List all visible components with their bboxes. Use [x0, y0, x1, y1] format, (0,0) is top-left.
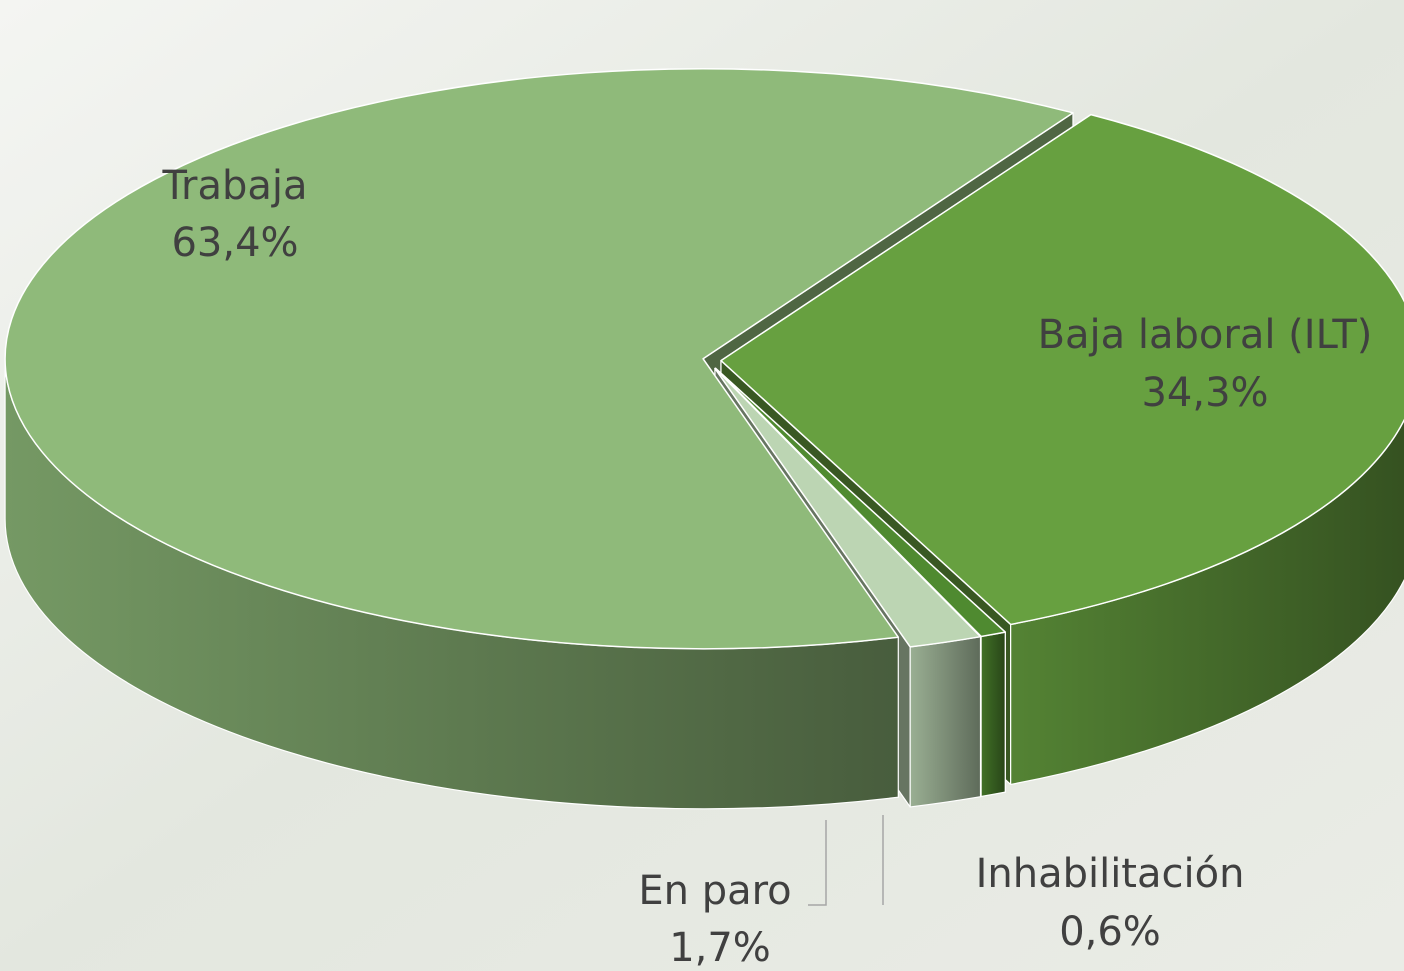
slice: [714, 367, 982, 648]
category-label: Inhabilitación: [976, 851, 1245, 897]
slice-tops: [4, 68, 1404, 650]
category-label: Trabaja: [161, 163, 307, 209]
value-label: 0,6%: [1059, 909, 1161, 955]
category-label: En paro: [638, 868, 791, 914]
slice-side: [980, 631, 1006, 798]
labels: Baja laboral (ILT) 34,3% Inhabilitación 0,6…: [161, 163, 1372, 971]
value-label: 1,7%: [669, 925, 771, 971]
value-label: 63,4%: [171, 220, 298, 266]
value-label: 34,3%: [1141, 370, 1268, 416]
leader-line: [808, 820, 827, 906]
slice: [4, 68, 1074, 650]
slice-side: [909, 636, 982, 808]
category-label: Baja laboral (ILT): [1038, 312, 1373, 358]
slice: [720, 113, 1404, 626]
